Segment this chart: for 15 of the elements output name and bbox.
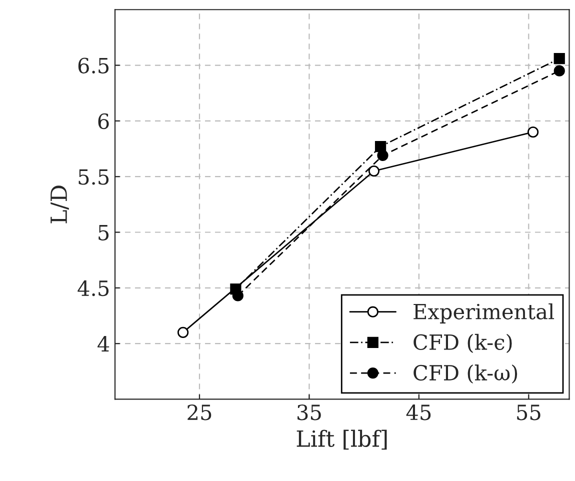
x-tick-label: 45 bbox=[406, 404, 431, 420]
x-tick-label: 25 bbox=[188, 404, 212, 420]
x-tick-label: 35 bbox=[298, 404, 321, 420]
y-tick-label: 4.5 bbox=[78, 280, 109, 296]
y-tick-label: 6.5 bbox=[78, 58, 109, 74]
y-axis-title: L/D bbox=[50, 186, 69, 224]
y-tick-label: 6 bbox=[98, 113, 109, 130]
x-axis-title: Lift [lbf] bbox=[296, 430, 387, 450]
legend-label: CFD (k-ω) bbox=[414, 364, 518, 384]
y-tick-label: 5.5 bbox=[78, 169, 109, 185]
y-tick-label: 5 bbox=[98, 224, 109, 240]
legend-label: Experimental bbox=[414, 303, 554, 324]
y-tick-label: 4 bbox=[98, 336, 110, 352]
legend-label: CFD (k-ϵ) bbox=[414, 334, 512, 353]
x-tick-label: 55 bbox=[517, 404, 540, 420]
